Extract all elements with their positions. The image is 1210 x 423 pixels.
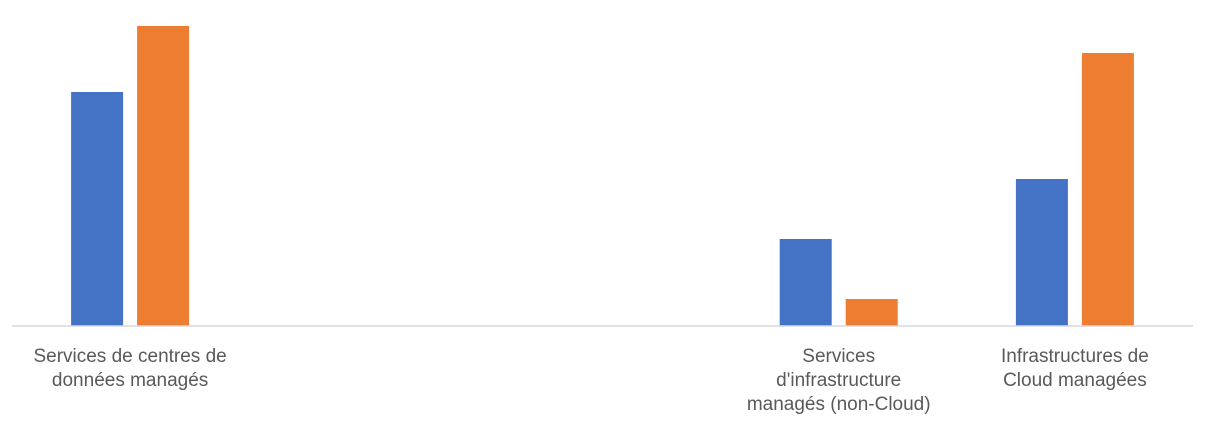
bar-series1-cat1 <box>71 92 124 326</box>
bars-group <box>71 26 1134 326</box>
category-labels-group: Services de centres de données managésSer… <box>33 346 1148 415</box>
category-label-1-line-2: données managés <box>52 370 208 391</box>
bar-series2-cat1 <box>137 26 190 326</box>
category-label-5: Infrastructures de Cloud managées <box>1001 346 1149 391</box>
category-label-5-line-1: Infrastructures de <box>1001 346 1149 367</box>
bar-series1-cat5 <box>1015 179 1068 326</box>
category-label-4-line-3: managés (non-Cloud) <box>747 394 931 415</box>
category-label-4: Services d'infrastructure managés (non-Clo… <box>747 346 931 415</box>
bar-series2-cat4 <box>845 299 898 326</box>
category-label-5-line-2: Cloud managées <box>1003 370 1147 391</box>
category-label-4-line-1: Services <box>802 346 875 367</box>
category-label-1: Services de centres de données managés <box>33 346 226 391</box>
category-label-1-line-1: Services de centres de <box>33 346 226 367</box>
category-label-4-line-2: d'infrastructure <box>776 370 901 391</box>
bar-series2-cat5 <box>1081 53 1134 326</box>
bar-series1-cat4 <box>779 239 832 326</box>
